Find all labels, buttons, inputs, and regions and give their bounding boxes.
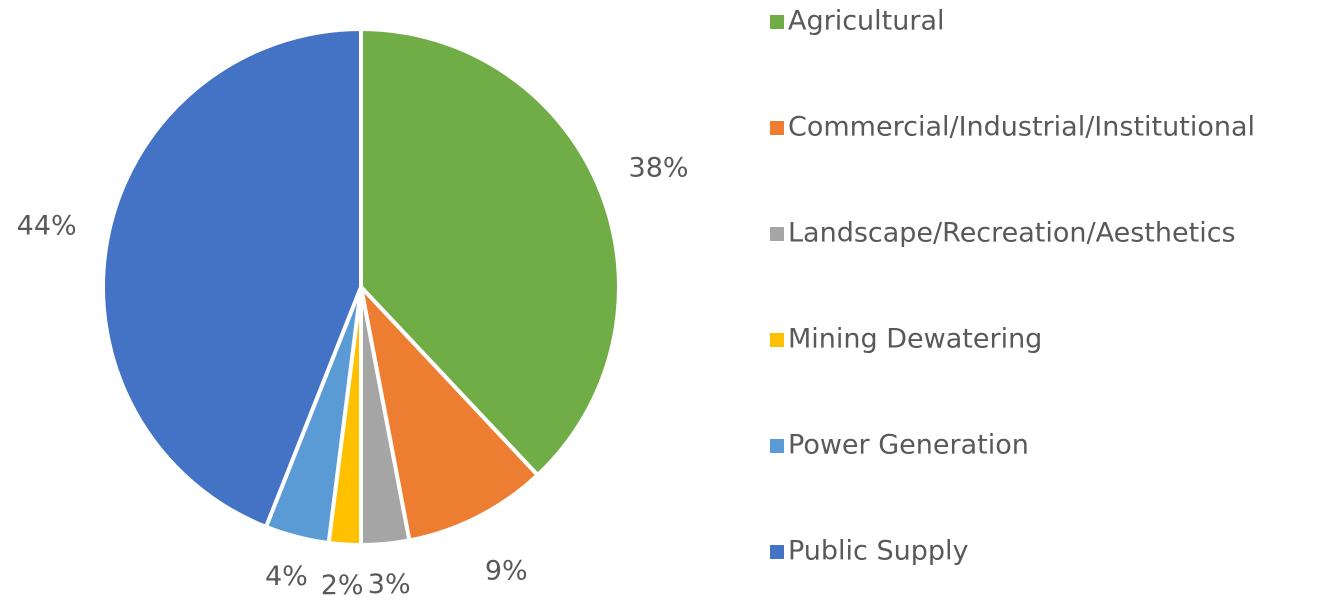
pie-slice bbox=[359, 285, 540, 543]
data-label: 4% bbox=[265, 561, 308, 592]
data-label: 9% bbox=[485, 556, 528, 587]
pie-slice bbox=[101, 27, 363, 529]
legend-label: Power Generation bbox=[788, 430, 1029, 461]
legend-swatch bbox=[770, 15, 784, 29]
legend-label: Mining Dewatering bbox=[788, 324, 1042, 355]
legend-swatch bbox=[770, 121, 784, 135]
pie-slice bbox=[359, 27, 621, 478]
legend-label: Public Supply bbox=[788, 536, 969, 567]
data-label: 38% bbox=[629, 153, 689, 184]
legend-label: Commercial/Industrial/Institutional bbox=[788, 112, 1255, 143]
data-label: 44% bbox=[17, 211, 77, 242]
data-label: 3% bbox=[368, 569, 411, 600]
legend-swatch bbox=[770, 545, 784, 559]
legend-label: Landscape/Recreation/Aesthetics bbox=[788, 218, 1236, 249]
legend-swatch bbox=[770, 439, 784, 453]
legend-swatch bbox=[770, 227, 784, 241]
data-label: 2% bbox=[321, 570, 364, 601]
legend-label: Agricultural bbox=[788, 6, 945, 37]
legend-swatch bbox=[770, 333, 784, 347]
